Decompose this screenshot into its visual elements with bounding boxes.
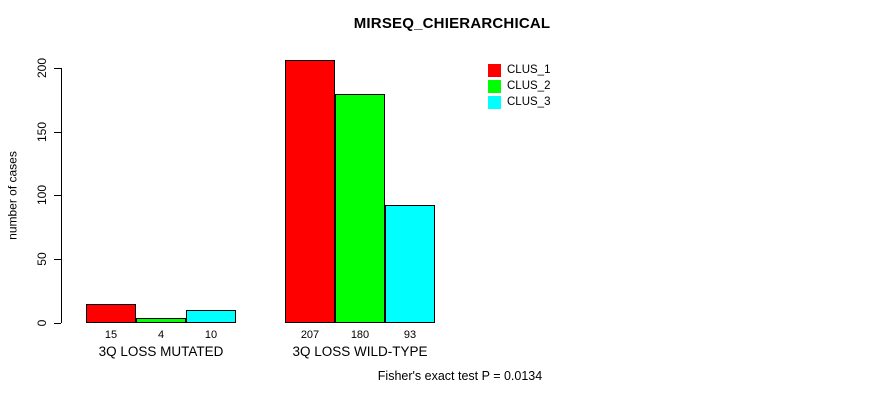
- y-tick-label: 200: [35, 57, 49, 79]
- bar-clus_2-group1: [136, 318, 186, 323]
- category-label: 3Q LOSS WILD-TYPE: [292, 344, 428, 359]
- legend-swatch-clus_3: [488, 95, 501, 109]
- legend-label: CLUS_3: [507, 95, 551, 108]
- legend-label: CLUS_1: [507, 63, 551, 76]
- legend-swatch-clus_1: [488, 63, 501, 77]
- bar-value-label: 15: [104, 329, 118, 341]
- legend: CLUS_1 CLUS_2 CLUS_3: [488, 62, 550, 110]
- y-tick-label: 150: [35, 121, 49, 143]
- bar-value-label: 10: [204, 329, 218, 341]
- chart-title: MIRSEQ_CHIERARCHICAL: [353, 15, 551, 32]
- legend-item-clus_2: CLUS_2: [488, 78, 550, 94]
- y-tick-mark: [54, 259, 61, 260]
- bar-value-label: 4: [157, 329, 165, 341]
- fisher-test-annotation: Fisher's exact test P = 0.0134: [377, 369, 543, 383]
- legend-label: CLUS_2: [507, 79, 551, 92]
- bar-clus_3-group1: [186, 310, 236, 323]
- legend-item-clus_1: CLUS_1: [488, 62, 550, 78]
- y-tick-mark: [54, 323, 61, 324]
- category-label: 3Q LOSS MUTATED: [98, 344, 224, 359]
- y-tick-mark: [54, 68, 61, 69]
- y-axis-line: [61, 68, 62, 323]
- bar-value-label: 180: [350, 329, 370, 341]
- legend-swatch-clus_2: [488, 79, 501, 93]
- bar-clus_2-group2: [335, 94, 385, 323]
- y-tick-mark: [54, 195, 61, 196]
- y-tick-mark: [54, 132, 61, 133]
- bar-value-label: 93: [403, 329, 417, 341]
- legend-item-clus_3: CLUS_3: [488, 94, 550, 110]
- y-tick-label: 50: [35, 252, 49, 266]
- bar-clus_1-group2: [285, 60, 335, 323]
- y-tick-label: 0: [35, 319, 49, 327]
- bar-value-label: 207: [300, 329, 320, 341]
- bar-clus_1-group1: [86, 304, 136, 323]
- y-axis-title: number of cases: [5, 151, 20, 240]
- bar-clus_3-group2: [385, 205, 435, 323]
- y-tick-label: 100: [35, 184, 49, 206]
